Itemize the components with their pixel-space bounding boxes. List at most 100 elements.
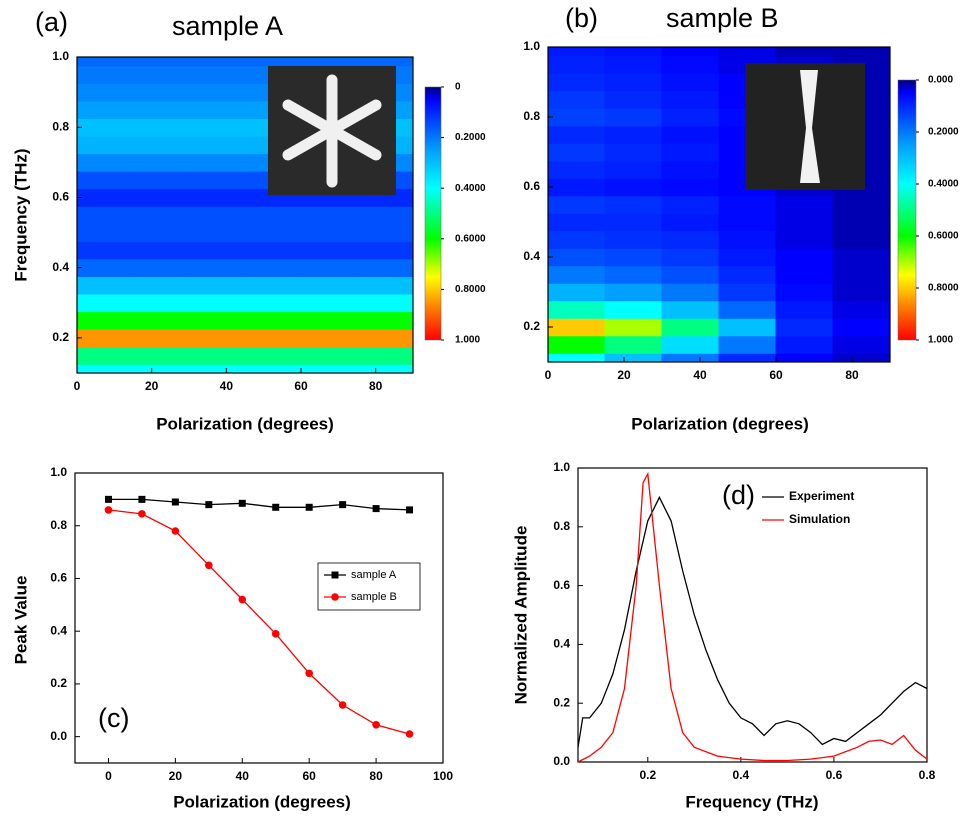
colorbar-label: 0.2000 — [455, 132, 486, 143]
x-tick-label: 20 — [145, 379, 159, 393]
heat-cell — [133, 83, 190, 102]
heat-cell — [605, 195, 663, 214]
heat-cell — [833, 248, 891, 267]
series-line — [109, 499, 410, 510]
marker — [105, 506, 113, 514]
heat-cell — [776, 195, 834, 214]
heat-cell — [662, 283, 720, 302]
heat-cell — [605, 90, 663, 109]
y-tick-label: 1.0 — [553, 460, 570, 474]
heat-cell — [133, 136, 190, 155]
heat-cell — [548, 335, 606, 354]
heat-cell — [605, 265, 663, 284]
heat-cell — [189, 241, 246, 260]
heat-cell — [548, 195, 606, 214]
legend-label: Simulation — [789, 512, 850, 526]
heat-cell — [77, 311, 134, 330]
heat-cell — [245, 346, 302, 365]
heat-cell — [605, 160, 663, 179]
x-tick-label: 60 — [294, 379, 308, 393]
heat-cell — [189, 136, 246, 155]
heat-cell — [77, 83, 134, 102]
x-tick-label: 0 — [74, 379, 81, 393]
x-tick-label: 0.6 — [826, 768, 843, 782]
heat-cell — [662, 195, 720, 214]
y-tick-label: 0.8 — [523, 109, 540, 123]
series-line — [109, 510, 410, 734]
heat-cell — [133, 241, 190, 260]
heat-cell — [548, 108, 606, 127]
heat-cell — [548, 73, 606, 92]
y-tick-label: 1.0 — [52, 49, 69, 63]
heat-cell — [776, 230, 834, 249]
heat-cell — [833, 195, 891, 214]
series-line — [578, 497, 927, 747]
heat-cell — [719, 300, 777, 319]
heat-cell — [133, 294, 190, 313]
heat-cell — [833, 213, 891, 232]
heat-cell — [548, 300, 606, 319]
heat-cell — [77, 100, 134, 119]
heat-cell — [357, 223, 414, 242]
marker — [305, 670, 313, 678]
x-tick-label: 40 — [693, 368, 707, 382]
legend-label: Experiment — [789, 489, 854, 503]
x-tick-label: 20 — [169, 769, 183, 783]
heat-cell — [605, 248, 663, 267]
x-tick-label: 80 — [369, 379, 383, 393]
marker — [205, 561, 213, 569]
colorbar-label: 0.000 — [928, 75, 953, 86]
heat-cell — [77, 294, 134, 313]
heat-cell — [357, 346, 414, 365]
x-tick-label: 20 — [617, 368, 631, 382]
heat-cell — [605, 335, 663, 354]
plot-frame — [75, 473, 443, 763]
x-tick-label: 60 — [303, 769, 317, 783]
colorbar — [425, 87, 441, 340]
heat-cell — [357, 294, 414, 313]
heat-cell — [301, 311, 358, 330]
heat-cell — [133, 153, 190, 172]
y-tick-label: 0.0 — [50, 729, 67, 743]
heat-cell — [189, 294, 246, 313]
y-tick-label: 0.6 — [50, 571, 67, 585]
heat-cell — [662, 213, 720, 232]
heat-cell — [719, 230, 777, 249]
heat-cell — [833, 318, 891, 337]
y-axis-label: Frequency (THz) — [11, 148, 30, 281]
heat-cell — [133, 346, 190, 365]
heat-cell — [548, 160, 606, 179]
heat-cell — [77, 118, 134, 137]
colorbar-label: 0.8000 — [455, 284, 486, 295]
heat-cell — [719, 248, 777, 267]
heat-cell — [245, 241, 302, 260]
heat-cell — [776, 318, 834, 337]
heat-cell — [189, 311, 246, 330]
heat-cell — [245, 294, 302, 313]
heat-cell — [605, 213, 663, 232]
heat-cell — [301, 346, 358, 365]
heat-cell — [301, 329, 358, 348]
y-tick-label: 0.2 — [52, 330, 69, 344]
heat-cell — [245, 206, 302, 225]
y-tick-label: 1.0 — [50, 465, 67, 479]
heat-cell — [189, 171, 246, 190]
heat-cell — [77, 65, 134, 84]
x-axis-label: Polarization (degrees) — [173, 792, 351, 811]
marker — [138, 510, 146, 518]
heat-cell — [605, 283, 663, 302]
colorbar-label: 0.6000 — [455, 233, 486, 244]
heat-cell — [133, 100, 190, 119]
heat-cell — [77, 153, 134, 172]
panel-label: (b) — [565, 3, 598, 33]
inset-star — [268, 66, 396, 195]
marker — [372, 721, 380, 729]
legend-marker — [332, 572, 339, 579]
heat-cell — [133, 188, 190, 207]
colorbar — [898, 80, 916, 340]
marker — [406, 506, 413, 513]
heat-cell — [189, 83, 246, 102]
y-tick-label: 0.8 — [50, 518, 67, 532]
marker — [172, 527, 180, 535]
heat-cell — [548, 265, 606, 284]
